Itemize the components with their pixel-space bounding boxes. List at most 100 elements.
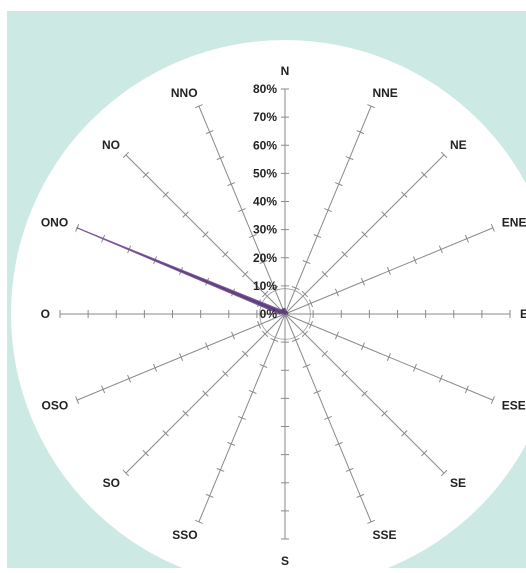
direction-label-E: E <box>520 307 526 321</box>
tick-SO-8 <box>122 469 130 477</box>
tick-SSO-6 <box>216 467 225 472</box>
tick-SE-4 <box>361 390 368 397</box>
r-tick-label: 40% <box>253 195 277 209</box>
tick-NNO-8 <box>195 104 203 109</box>
label-layer: N NNE NE ENE E ESE SE SSE S SSO SO OSO O ONO NO NNO <box>41 64 526 568</box>
tick-ESE-4 <box>386 353 391 361</box>
tick-SSO-2 <box>259 363 268 368</box>
direction-label-O: O <box>41 307 50 321</box>
tick-SE-2 <box>321 350 328 357</box>
tick-NNO-3 <box>248 234 257 239</box>
direction-label-NNE: NNE <box>372 86 397 100</box>
tick-NNO-5 <box>227 182 236 187</box>
r-tick-label: 70% <box>253 110 277 124</box>
tick-NNE-2 <box>302 260 311 265</box>
r-tick-label: 50% <box>253 166 277 180</box>
direction-label-ENE: ENE <box>502 216 526 230</box>
tick-ENE-6 <box>438 245 443 254</box>
tick-NNE-7 <box>356 130 365 135</box>
tick-SSO-7 <box>205 493 214 498</box>
direction-label-SE: SE <box>450 476 466 490</box>
direction-label-SO: SO <box>103 476 120 490</box>
direction-label-N: N <box>281 64 290 78</box>
tick-OSO-2 <box>231 331 236 340</box>
data-point-O <box>278 313 280 315</box>
tick-NE-8 <box>440 151 448 159</box>
tick-ESE-6 <box>438 374 443 383</box>
tick-NNE-3 <box>313 234 322 239</box>
tick-OSO-7 <box>101 385 106 394</box>
direction-label-NE: NE <box>450 138 467 152</box>
tick-SE-1 <box>301 330 309 338</box>
tick-ESE-1 <box>308 320 313 329</box>
tick-SSO-5 <box>227 441 236 446</box>
tick-NO-5 <box>182 211 189 218</box>
tick-ENE-3 <box>360 277 365 286</box>
radar-chart-svg: N NNE NE ENE E ESE SE SSE S SSO SO OSO O ONO NO NNO 0% 1… <box>11 40 526 568</box>
tick-ESE-8 <box>490 396 495 404</box>
tick-SE-8 <box>440 469 448 477</box>
tick-ENE-2 <box>334 288 339 297</box>
tick-NO-8 <box>122 151 130 159</box>
r-tick-label: 0% <box>260 307 278 321</box>
data-point-ONO <box>76 227 78 229</box>
direction-label-OSO: OSO <box>42 398 69 412</box>
tick-SO-2 <box>242 350 249 357</box>
tick-NNE-8 <box>367 104 375 109</box>
tick-ENE-5 <box>412 256 417 265</box>
tick-ESE-2 <box>334 331 339 340</box>
direction-label-S: S <box>281 554 289 568</box>
plot-area-circle <box>11 40 526 568</box>
tick-OSO-8 <box>75 396 80 404</box>
tick-ESE-7 <box>464 385 469 394</box>
tick-SO-4 <box>202 390 209 397</box>
direction-label-NO: NO <box>102 138 120 152</box>
tick-label-layer: 0% 10% 20% 30% 40% 50% 60% 70% 80% <box>253 82 277 321</box>
tick-NNO-4 <box>238 208 246 213</box>
direction-label-SSE: SSE <box>372 528 396 542</box>
tick-SSO-8 <box>195 519 203 524</box>
tick-NNO-6 <box>216 156 225 161</box>
tick-OSO-4 <box>179 353 184 361</box>
tick-NNE-4 <box>324 208 332 213</box>
data-point-NO <box>280 309 282 311</box>
tick-SE-7 <box>421 450 428 457</box>
direction-label-ESE: ESE <box>502 398 526 412</box>
tick-NE-7 <box>421 171 428 178</box>
tick-NNE-5 <box>334 182 343 187</box>
r-tick-label: 80% <box>253 82 277 96</box>
tick-NE-1 <box>301 290 309 298</box>
tick-OSO-3 <box>205 342 210 351</box>
tick-SSO-3 <box>248 389 257 394</box>
tick-SO-5 <box>182 410 189 417</box>
tick-ENE-4 <box>386 267 391 275</box>
wind-rose-chart: N NNE NE ENE E ESE SE SSE S SSO SO OSO O ONO NO NNO 0% 1… <box>7 11 526 568</box>
tick-SSE-4 <box>324 415 332 420</box>
r-tick-label: 20% <box>253 251 277 265</box>
tick-NNO-7 <box>205 130 214 135</box>
tick-OSO-1 <box>257 320 262 329</box>
tick-NO-7 <box>142 171 149 178</box>
tick-SSE-3 <box>313 389 322 394</box>
tick-NE-5 <box>381 211 388 218</box>
tick-SSE-8 <box>367 519 375 524</box>
data-point-OSO <box>284 313 286 315</box>
tick-SSE-6 <box>345 467 354 472</box>
spoke-layer <box>59 88 511 540</box>
direction-label-ONO: ONO <box>41 216 68 230</box>
tick-SSE-1 <box>291 337 300 342</box>
tick-NO-6 <box>162 191 169 198</box>
data-point-N <box>284 307 286 309</box>
data-point-E <box>287 313 289 315</box>
tick-NNE-6 <box>345 156 354 161</box>
tick-NE-6 <box>401 191 408 198</box>
tick-NO-4 <box>202 231 209 238</box>
data-point-ENE <box>286 312 289 314</box>
tick-NNO-1 <box>270 286 279 291</box>
tick-OSO-6 <box>127 374 132 383</box>
tick-NNE-1 <box>291 286 300 291</box>
tick-SO-1 <box>261 330 269 338</box>
data-point-NNO <box>282 308 284 310</box>
tick-SO-3 <box>222 370 229 377</box>
tick-NE-2 <box>321 271 328 278</box>
